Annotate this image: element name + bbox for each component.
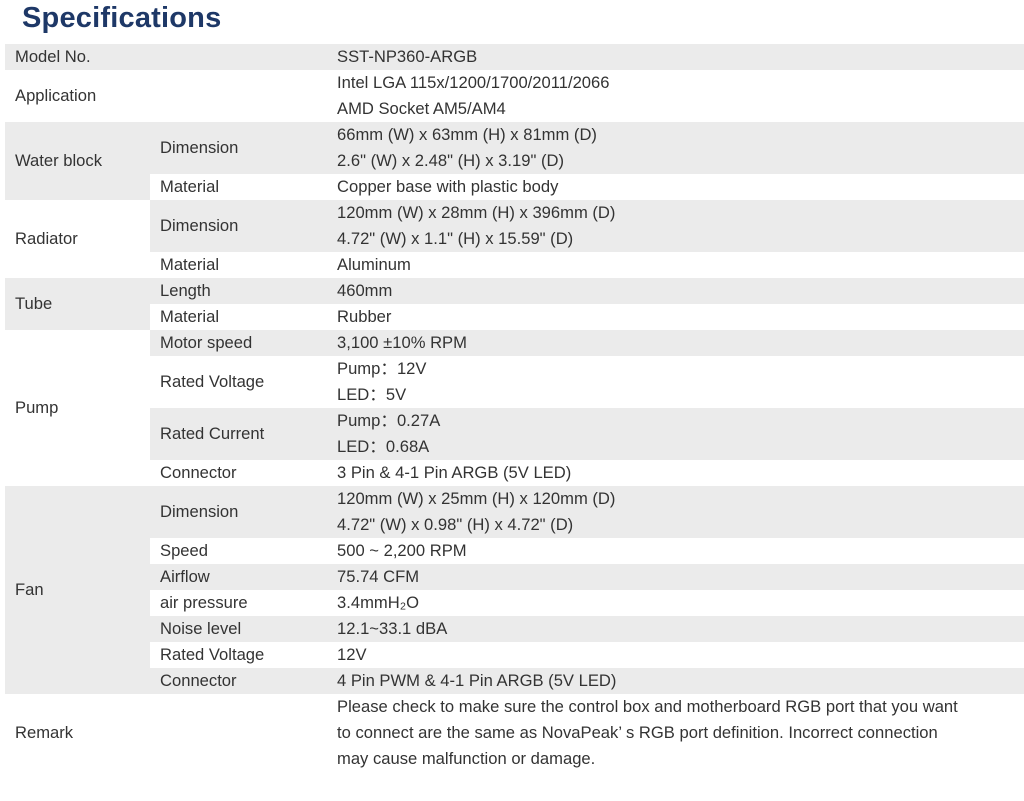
spec-sub-label-speed: Speed [150, 538, 328, 564]
table-row: Fan Dimension 120mm (W) x 25mm (H) x 120mm… [5, 486, 1024, 694]
spec-sub-label-material: Material [150, 304, 328, 330]
spec-value-line: Pump：12V [337, 359, 427, 378]
spec-value-line: 4.72" (W) x 1.1" (H) x 15.59" (D) [337, 229, 574, 248]
spec-value: Pump：0.27A LED：0.68A [328, 408, 1024, 460]
spec-value: 120mm (W) x 25mm (H) x 120mm (D) 4.72" (W… [328, 486, 1024, 538]
spec-value-line: 120mm (W) x 25mm (H) x 120mm (D) [337, 489, 616, 508]
spec-value-line: Rubber [337, 307, 392, 326]
table-row: Rated Current Pump：0.27A LED：0.68A [5, 408, 1024, 460]
table-row: Application Intel LGA 115x/1200/1700/2011… [5, 70, 1024, 122]
table-row: Model No. SST-NP360-ARGB [5, 44, 1024, 70]
spec-value-line: Aluminum [337, 255, 411, 274]
table-row: Remark Please check to make sure the cont… [5, 694, 1024, 772]
table-row: Material Copper base with plastic body [5, 174, 1024, 200]
spec-value-line: 12V [337, 645, 367, 664]
spec-value: Aluminum [328, 252, 1024, 278]
spec-value: 500 ~ 2,200 RPM [328, 538, 1024, 564]
spec-value-line: LED：0.68A [337, 437, 430, 456]
spec-value-line: 3 Pin & 4-1 Pin ARGB (5V LED) [337, 463, 572, 482]
table-row: Rated Voltage Pump：12V LED：5V [5, 356, 1024, 408]
spec-value: Please check to make sure the control bo… [328, 694, 1024, 772]
spec-value-line: may cause malfunction or damage. [337, 749, 596, 768]
spec-value-line: 12.1~33.1 dBA [337, 619, 448, 638]
table-row: Airflow 75.74 CFM [5, 564, 1024, 590]
spec-value-line: Intel LGA 115x/1200/1700/2011/2066 [337, 73, 610, 92]
page-title: Specifications [22, 2, 222, 34]
spec-value: 12.1~33.1 dBA [328, 616, 1024, 642]
spec-value: 3 Pin & 4-1 Pin ARGB (5V LED) [328, 460, 1024, 486]
table-row: Pump Motor speed 3,100 ±10% RPM [5, 330, 1024, 486]
spec-sub-label-length: Length [150, 278, 328, 304]
table-row: Speed 500 ~ 2,200 RPM [5, 538, 1024, 564]
spec-value-line: LED：5V [337, 385, 407, 404]
spec-value: SST-NP360-ARGB [328, 44, 1024, 70]
spec-value: Pump：12V LED：5V [328, 356, 1024, 408]
spec-sub-label-dimension: Dimension [150, 122, 328, 174]
specifications-table: Model No. SST-NP360-ARGB Application Intel … [5, 44, 1024, 772]
spec-sub-label-airflow: Airflow [150, 564, 328, 590]
spec-value-line: 4.72" (W) x 0.98" (H) x 4.72" (D) [337, 515, 574, 534]
spec-value: 120mm (W) x 28mm (H) x 396mm (D) 4.72" (W… [328, 200, 1024, 252]
spec-value-line: Please check to make sure the control bo… [337, 697, 958, 716]
table-row: Radiator Dimension 120mm (W) x 28mm (H) x … [5, 200, 1024, 278]
table-row: Material Rubber [5, 304, 1024, 330]
spec-sub-label-material: Material [150, 252, 328, 278]
table-row: Noise level 12.1~33.1 dBA [5, 616, 1024, 642]
spec-group-label-remark: Remark [5, 694, 328, 772]
spec-sub-label-rated-current: Rated Current [150, 408, 328, 460]
spec-value: Rubber [328, 304, 1024, 330]
spec-sub-label-connector: Connector [150, 460, 328, 486]
spec-group-label-application: Application [5, 70, 328, 122]
table-row: Connector 3 Pin & 4-1 Pin ARGB (5V LED) [5, 460, 1024, 486]
spec-group-label-model-no: Model No. [5, 44, 328, 70]
table-row: air pressure 3.4mmH₂O [5, 590, 1024, 616]
spec-value-line: to connect are the same as NovaPeak’ s R… [337, 723, 938, 742]
spec-value-line: 3,100 ±10% RPM [337, 333, 467, 352]
table-row: Material Aluminum [5, 252, 1024, 278]
spec-value: 3.4mmH₂O [328, 590, 1024, 616]
spec-value-line: Pump：0.27A [337, 411, 441, 430]
table-row: Water block Dimension 66mm (W) x 63mm (H) … [5, 122, 1024, 200]
spec-group-label-fan: Fan [5, 486, 150, 694]
spec-sub-label-air-pressure: air pressure [150, 590, 328, 616]
spec-group-label-water-block: Water block [5, 122, 150, 200]
spec-value-line: 75.74 CFM [337, 567, 420, 586]
spec-value: 12V [328, 642, 1024, 668]
spec-sub-label-connector: Connector [150, 668, 328, 694]
spec-value-line: 120mm (W) x 28mm (H) x 396mm (D) [337, 203, 616, 222]
spec-value-line: 4 Pin PWM & 4-1 Pin ARGB (5V LED) [337, 671, 617, 690]
spec-value: 75.74 CFM [328, 564, 1024, 590]
spec-value-line: 460mm [337, 281, 393, 300]
spec-sub-label-rated-voltage: Rated Voltage [150, 356, 328, 408]
spec-group-label-pump: Pump [5, 330, 150, 486]
spec-sub-label-noise-level: Noise level [150, 616, 328, 642]
table-row: Connector 4 Pin PWM & 4-1 Pin ARGB (5V LE… [5, 668, 1024, 694]
spec-value: 3,100 ±10% RPM [328, 330, 1024, 356]
spec-value-line: 3.4mmH₂O [337, 593, 420, 612]
spec-sub-label-dimension: Dimension [150, 200, 328, 252]
spec-value: Intel LGA 115x/1200/1700/2011/2066 AMD So… [328, 70, 1024, 122]
table-row: Tube Length 460mm [5, 278, 1024, 330]
spec-value-line: 500 ~ 2,200 RPM [337, 541, 467, 560]
spec-sub-label-motor-speed: Motor speed [150, 330, 328, 356]
spec-sub-label-material: Material [150, 174, 328, 200]
spec-value-line: AMD Socket AM5/AM4 [337, 99, 506, 118]
spec-sub-label-dimension: Dimension [150, 486, 328, 538]
spec-value: 460mm [328, 278, 1024, 304]
spec-value-line: SST-NP360-ARGB [337, 47, 478, 66]
spec-value-line: 66mm (W) x 63mm (H) x 81mm (D) [337, 125, 597, 144]
spec-value-line: Copper base with plastic body [337, 177, 559, 196]
spec-value: 4 Pin PWM & 4-1 Pin ARGB (5V LED) [328, 668, 1024, 694]
spec-value: Copper base with plastic body [328, 174, 1024, 200]
spec-sub-label-rated-voltage: Rated Voltage [150, 642, 328, 668]
spec-value-line: 2.6" (W) x 2.48" (H) x 3.19" (D) [337, 151, 564, 170]
table-row: Rated Voltage 12V [5, 642, 1024, 668]
spec-group-label-radiator: Radiator [5, 200, 150, 278]
spec-group-label-tube: Tube [5, 278, 150, 330]
spec-value: 66mm (W) x 63mm (H) x 81mm (D) 2.6" (W) x… [328, 122, 1024, 174]
